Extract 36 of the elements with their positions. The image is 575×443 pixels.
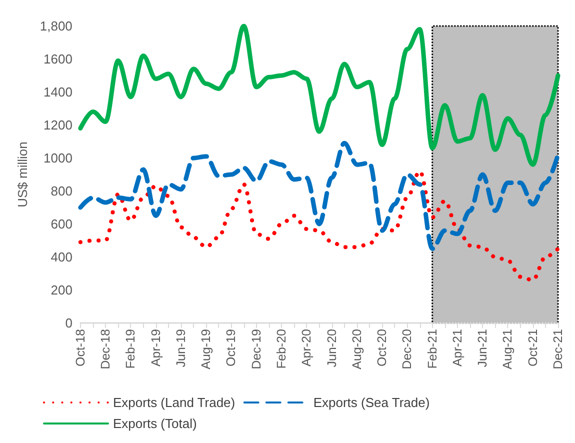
x-tick-label: Aug-21	[500, 328, 515, 370]
x-tick-label: Oct-19	[224, 328, 238, 367]
y-tick-label: 1400	[44, 84, 72, 100]
legend-label: Exports (Land Trade)	[113, 395, 236, 410]
y-tick-label: 1200	[44, 118, 72, 132]
x-tick-label: Feb-21	[425, 328, 440, 369]
y-tick-label: 1,800	[40, 18, 72, 34]
x-tick-label: Jun-19	[174, 328, 188, 368]
y-tick-label: 800	[50, 184, 72, 198]
legend-label: Exports (Total)	[113, 416, 197, 431]
y-tick-label: 1600	[44, 52, 72, 66]
x-tick-label: Jun-20	[324, 328, 339, 368]
x-tick-label: Dec-18	[98, 328, 113, 370]
x-tick-label: Aug-19	[199, 328, 214, 370]
x-tick-label: Oct-20	[375, 328, 390, 367]
y-tick-label: 1000	[44, 150, 72, 166]
x-tick-label: Apr-21	[450, 328, 464, 367]
line-series	[78, 140, 560, 251]
x-tick-label: Apr-19	[148, 328, 163, 367]
x-tick-label: Apr-20	[300, 328, 314, 367]
y-tick-label: 200	[50, 282, 72, 298]
line-series	[78, 24, 560, 167]
x-tick-label: Aug-20	[350, 328, 364, 370]
x-tick-label: Feb-20	[274, 328, 289, 369]
x-tick-label: Oct-18	[73, 328, 88, 367]
y-tick-label: 600	[50, 216, 72, 232]
x-tick-label: Dec-21	[551, 328, 565, 370]
x-tick-label: Feb-19	[124, 328, 138, 369]
x-tick-label: Oct-21	[526, 328, 540, 367]
y-axis-title: US$ million	[15, 142, 30, 208]
y-tick-label: 0	[65, 316, 72, 330]
x-tick-label: Jun-21	[476, 328, 490, 368]
legend-label: Exports (Sea Trade)	[313, 395, 430, 410]
x-tick-label: Dec-19	[249, 328, 264, 370]
y-tick-label: 400	[50, 250, 72, 264]
x-tick-label: Dec-20	[400, 328, 414, 370]
